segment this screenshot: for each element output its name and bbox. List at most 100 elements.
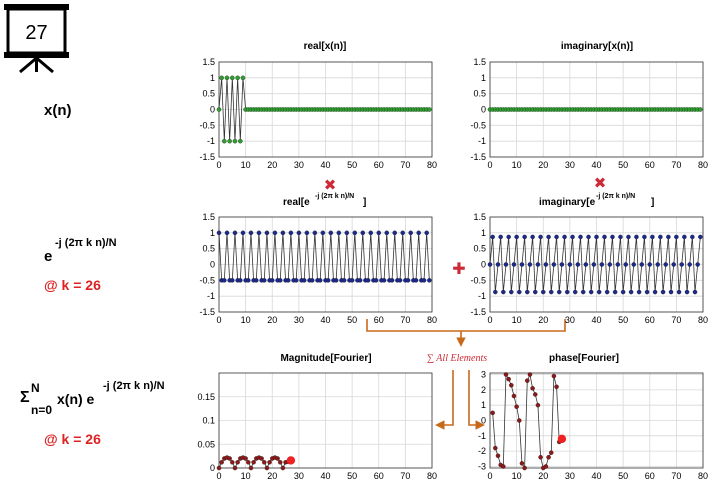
x-tick-label: 10 [241,315,251,325]
x-tick-label: 20 [267,471,277,481]
data-point [227,456,232,461]
data-point [506,234,511,240]
multiply-icon-2: ✖ [594,175,607,192]
data-point [527,372,533,377]
slide-number: 27 [25,22,47,44]
data-point [246,460,251,465]
data-point [525,289,530,295]
data-point [514,404,519,409]
x-tick-label: 10 [241,471,251,481]
y-tick-label: 1.5 [473,57,486,67]
data-point [222,138,227,144]
x-tick-label: 80 [427,315,437,325]
x-tick-label: 70 [400,315,410,325]
chart-real-xn: real[x(n)] 0 10 20 30 40 50 60 70 80 1.5 1 0.5 0 -0.5… [199,41,437,170]
data-point [519,262,525,267]
x-tick-label: 50 [618,315,628,325]
x-tick-label: 40 [591,471,601,481]
y-tick-label: 2 [481,385,486,395]
data-point [421,278,427,283]
data-point [548,289,554,295]
data-point [522,234,527,240]
data-point [296,230,302,236]
x-tick-label: 60 [374,471,384,481]
data-point [580,289,586,295]
series-line [489,236,701,293]
y-tick-label: -1.5 [470,152,486,162]
x-tick-label: 50 [347,471,357,481]
data-point [373,278,379,283]
x-tick-label: 40 [320,160,330,170]
data-point [333,278,339,283]
data-point [238,278,243,283]
data-point [650,234,655,240]
data-point [416,230,421,236]
y-tick-label: 1 [210,73,215,83]
data-point [674,234,679,240]
data-point [328,230,334,236]
data-point [262,460,267,465]
data-point [235,75,240,81]
y-tick-label: -0.5 [199,275,215,285]
current-k-point [557,434,567,444]
chart-title: real[x(n)] [304,41,347,52]
data-point [572,289,578,295]
x-tick-label: 20 [538,471,548,481]
data-point [349,278,355,283]
data-point [389,278,395,283]
x-tick-label: 50 [347,160,357,170]
x-tick-label: 80 [698,471,708,481]
data-point [679,262,684,267]
y-tick-label: 1 [481,228,486,238]
label-kernel-base: e [44,248,52,265]
data-point [392,230,397,236]
data-point [668,289,674,295]
y-tick-label: -2 [478,446,486,456]
data-point [498,234,503,240]
data-point [293,278,299,283]
data-point [554,384,559,390]
data-point [230,460,235,465]
x-tick-label: 30 [294,471,304,481]
data-point [275,456,280,461]
x-tick-label: 30 [294,160,304,170]
x-tick-label: 0 [487,471,492,481]
data-point [620,289,626,295]
data-point [384,230,389,236]
data-point [509,383,514,388]
x-tick-label: 70 [400,471,410,481]
data-point [591,262,597,267]
data-point [588,289,594,295]
data-point [517,289,522,295]
y-tick-label: -1 [207,291,215,301]
data-point [583,262,589,267]
data-point [376,230,381,236]
series-line [492,373,560,470]
data-point [405,278,411,283]
y-tick-label: -1 [478,136,486,146]
plot-frame [218,372,433,469]
x-tick-label: 70 [671,471,681,481]
data-point [487,262,493,267]
plus-icon: ✚ [452,261,465,278]
data-point [612,289,618,295]
data-point [368,230,374,236]
data-point [424,230,429,236]
data-point [269,278,275,283]
x-tick-label: 40 [320,315,330,325]
x-tick-label: 20 [538,315,548,325]
x-tick-label: 10 [241,160,251,170]
data-point [243,456,248,461]
data-point [232,465,238,471]
data-point [562,234,567,240]
plot-frame [218,216,433,313]
y-tick-label: -1.5 [199,307,215,317]
data-point [240,75,246,81]
y-tick-label: 0 [481,105,486,115]
x-tick-label: 40 [320,471,330,481]
y-tick-label: -0.5 [470,120,486,130]
data-point [262,278,267,283]
data-point [238,138,243,144]
data-point [267,460,272,465]
data-point [509,289,514,295]
